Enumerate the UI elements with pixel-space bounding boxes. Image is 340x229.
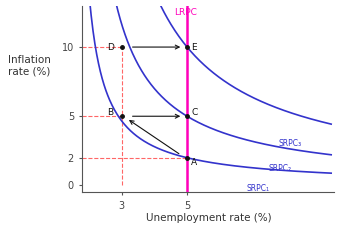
Text: SRPC₃: SRPC₃ [279, 139, 302, 148]
X-axis label: Unemployment rate (%): Unemployment rate (%) [146, 213, 271, 224]
Text: B: B [107, 108, 113, 117]
Text: A: A [191, 158, 197, 167]
Text: D: D [107, 43, 114, 52]
Y-axis label: Inflation
rate (%): Inflation rate (%) [8, 55, 51, 76]
Text: E: E [191, 43, 197, 52]
Text: SRPC₂: SRPC₂ [269, 164, 292, 173]
Text: C: C [191, 108, 197, 117]
Text: SRPC₁: SRPC₁ [246, 184, 269, 193]
Text: LRPC: LRPC [174, 8, 197, 17]
